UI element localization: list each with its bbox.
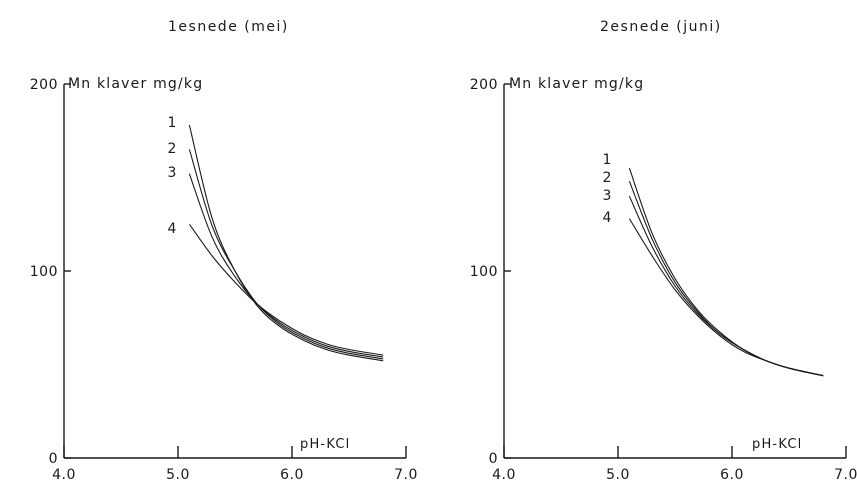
y-tick-label: 100: [30, 264, 58, 280]
series-label-3: 3: [603, 188, 612, 204]
series-label-1: 1: [603, 152, 612, 168]
y-tick-label: 0: [49, 451, 58, 467]
series-line-4: [188, 223, 384, 356]
y-axis-label: Mn klaver mg/kg: [68, 76, 203, 92]
series-line-1: [628, 167, 824, 377]
x-tick-label: 5.0: [606, 467, 630, 483]
series-label-1: 1: [168, 115, 177, 131]
series-line-2: [628, 180, 824, 377]
series-line-4: [628, 218, 824, 377]
series-line-3: [628, 195, 824, 377]
x-tick-label: 4.0: [52, 467, 76, 483]
x-tick-label: 7.0: [834, 467, 857, 483]
x-tick-label: 6.0: [720, 467, 744, 483]
chart-panel-1: 1esnede (mei) 0 100 200 4.0 5.0 6.0 7.0 Mn klave…: [30, 19, 418, 483]
y-axis-label: Mn klaver mg/kg: [509, 76, 644, 92]
chart-title: 1esnede (mei): [168, 19, 289, 35]
series-label-2: 2: [603, 170, 612, 186]
series-line-3: [188, 173, 384, 358]
x-axis-label: pH-KCl: [752, 437, 802, 452]
y-tick-label: 100: [470, 264, 498, 280]
y-tick-label: 200: [30, 77, 58, 93]
x-tick-label: 6.0: [280, 467, 304, 483]
series-label-3: 3: [168, 165, 177, 181]
series-label-4: 4: [168, 221, 177, 237]
series-label-4: 4: [603, 210, 612, 226]
series-label-2: 2: [168, 141, 177, 157]
series-line-1: [188, 124, 384, 362]
x-tick-label: 7.0: [394, 467, 418, 483]
chart-title: 2esnede (juni): [600, 19, 722, 35]
series-line-2: [188, 149, 384, 360]
x-tick-label: 5.0: [166, 467, 190, 483]
chart-panel-2: 2esnede (juni) 0 100 200 4.0 5.0 6.0 7.0 Mn klav…: [470, 19, 857, 483]
y-tick-label: 0: [489, 451, 498, 467]
x-tick-label: 4.0: [492, 467, 516, 483]
y-tick-label: 200: [470, 77, 498, 93]
x-axis-label: pH-KCl: [300, 437, 350, 452]
